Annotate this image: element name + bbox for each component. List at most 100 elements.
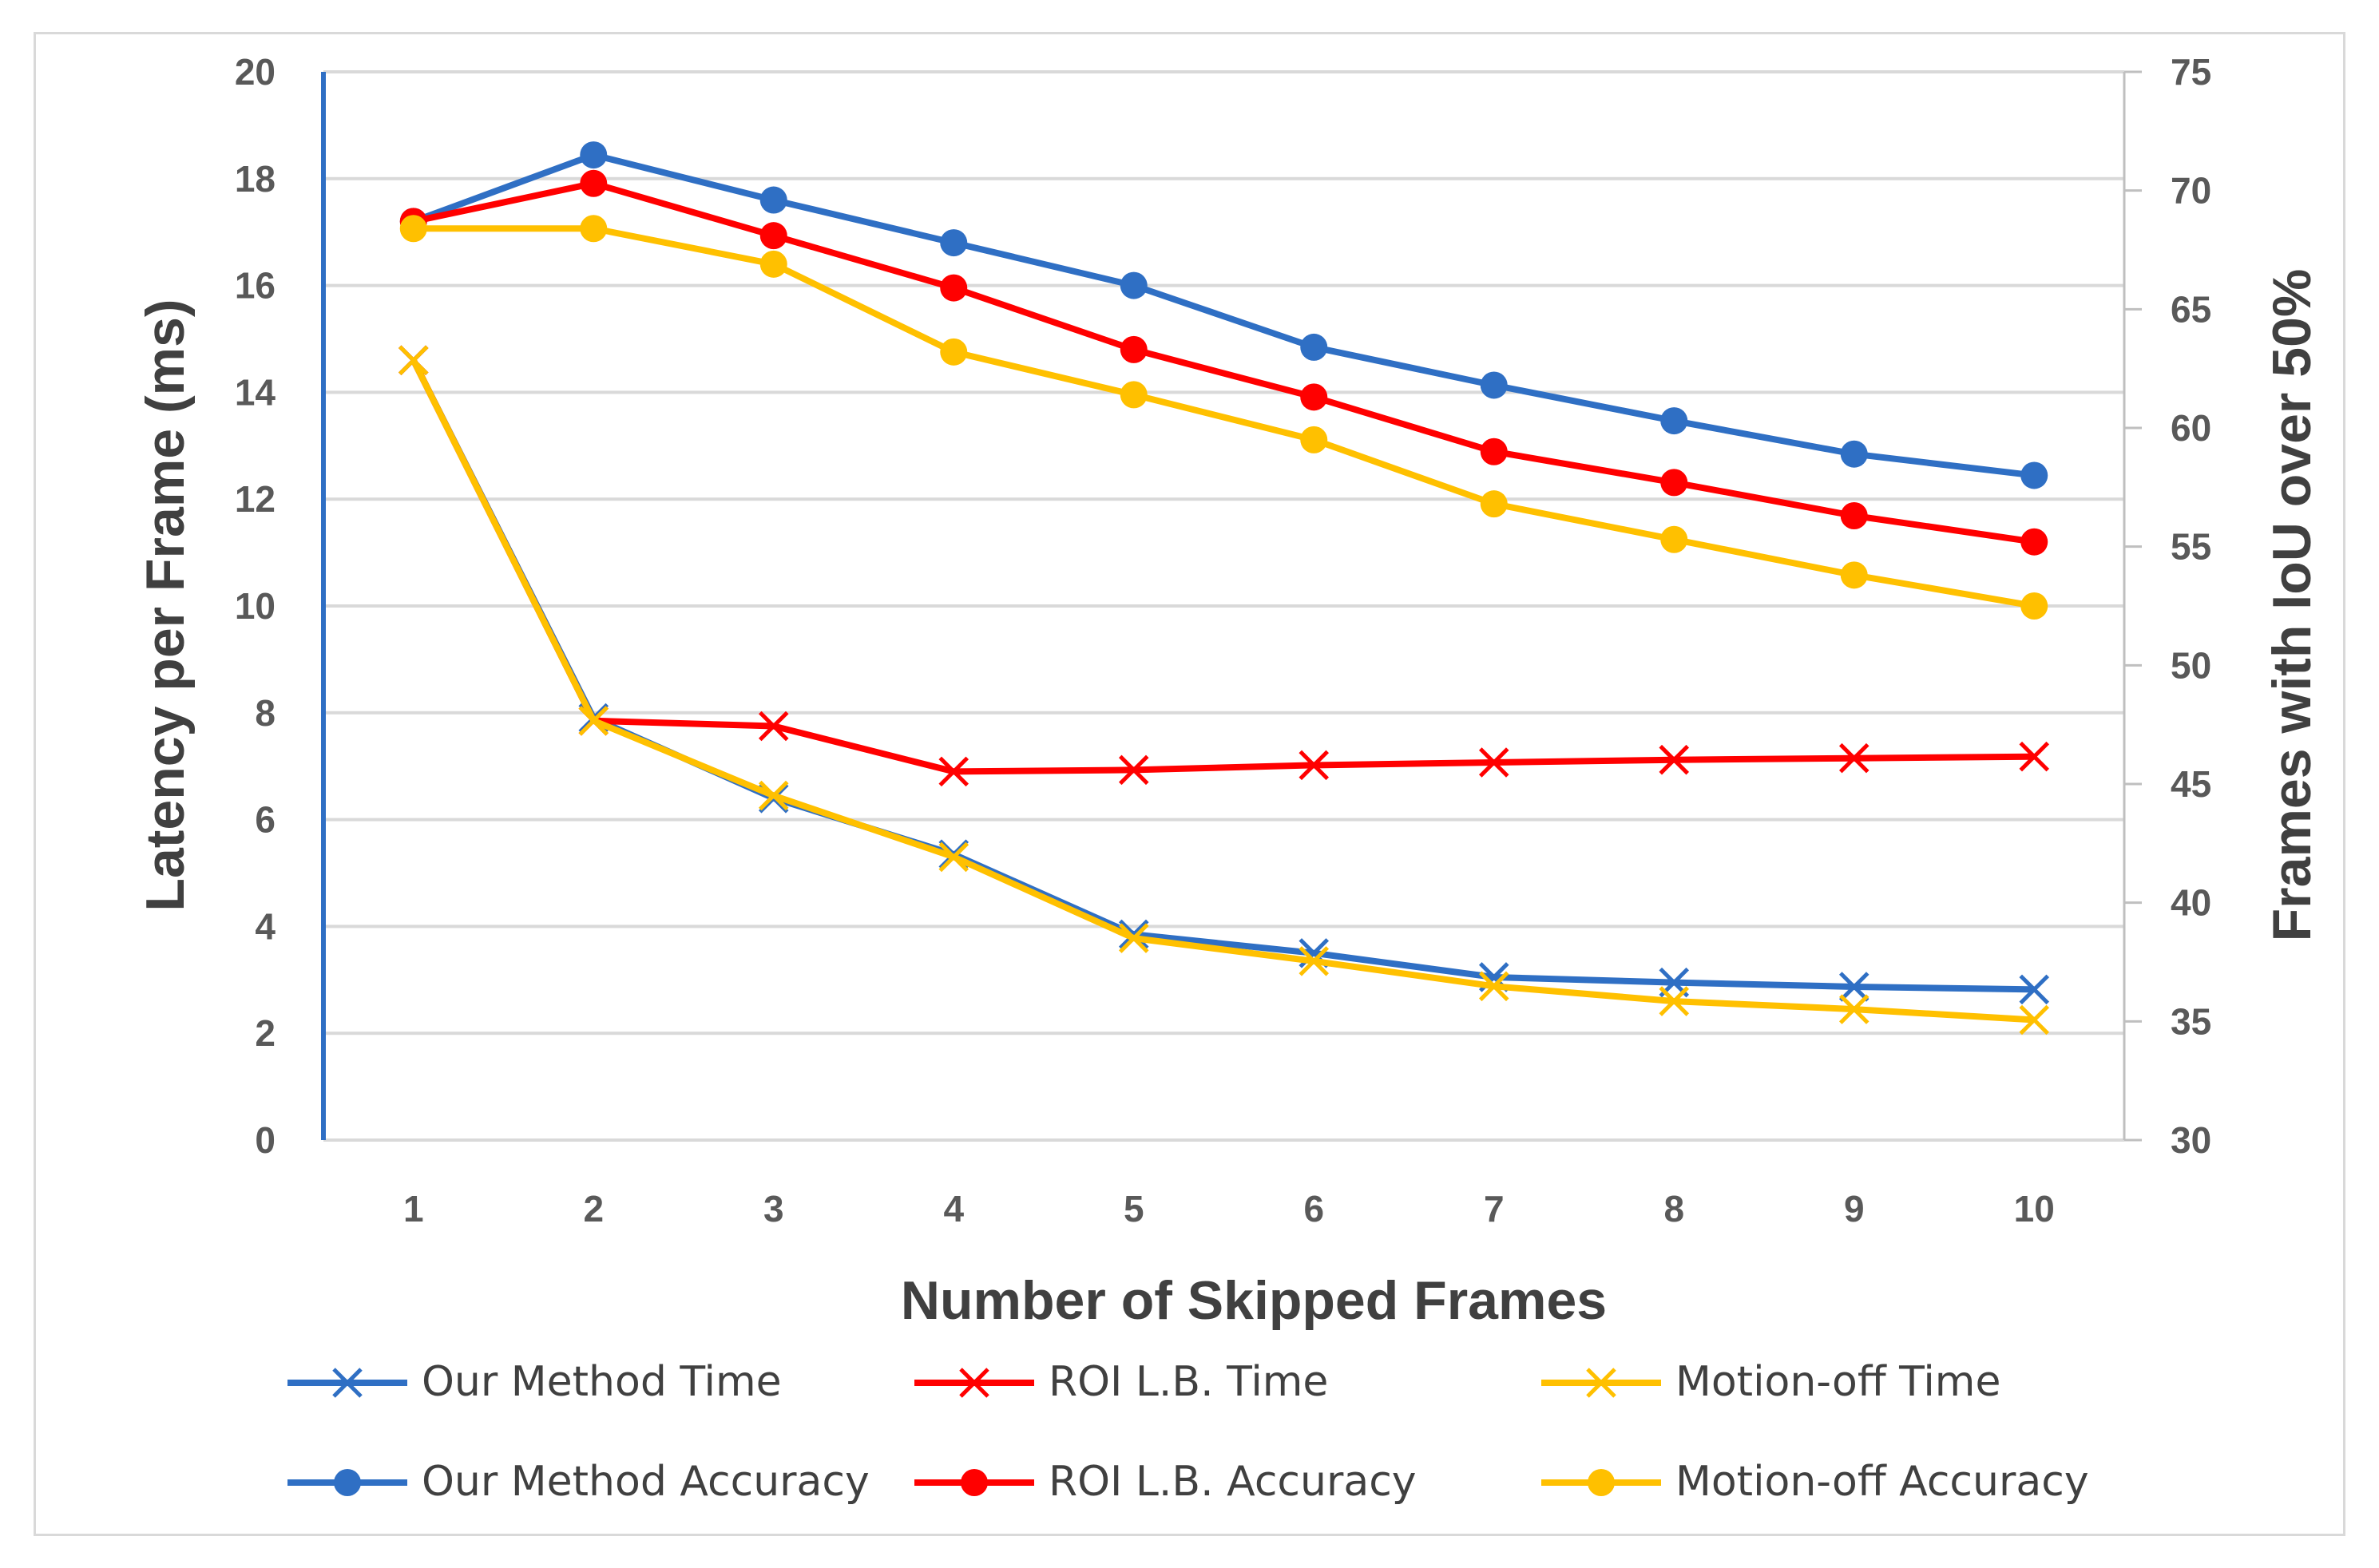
legend-entry: Motion-off Accuracy <box>1541 1458 2089 1506</box>
series-motion-off-time <box>398 345 2050 1035</box>
left-y-tick-label: 16 <box>235 265 276 307</box>
marker-stroke <box>1118 923 1149 953</box>
data-point <box>1660 525 1688 553</box>
legend-label: Our Method Time <box>422 1358 782 1406</box>
x-tick-label: 7 <box>1484 1188 1505 1229</box>
data-point <box>1659 744 1690 775</box>
legend-entry: Motion-off Time <box>1541 1358 2000 1406</box>
data-point <box>1659 986 1690 1016</box>
data-point <box>580 215 608 243</box>
right-y-tick-label: 50 <box>2171 644 2211 686</box>
legend-label: ROI L.B. Time <box>1049 1358 1328 1406</box>
data-point <box>1478 747 1509 778</box>
series-line <box>412 180 2035 545</box>
chart-frame <box>34 32 2345 1536</box>
series-line <box>413 225 2035 609</box>
marker-stroke <box>938 756 969 787</box>
data-point <box>1118 919 1149 950</box>
x-tick-label: 6 <box>1303 1188 1324 1229</box>
marker-stroke <box>1299 946 1330 976</box>
left-y-tick-label: 12 <box>235 478 276 520</box>
marker-stroke <box>332 1368 363 1398</box>
data-point <box>1660 407 1688 435</box>
x-axis-title: Number of Skipped Frames <box>901 1270 1607 1331</box>
data-point <box>578 706 609 736</box>
series-our-method-accuracy <box>399 141 2048 489</box>
marker-stroke <box>758 711 789 742</box>
data-point <box>1480 490 1508 518</box>
data-point <box>940 274 968 302</box>
data-point <box>1840 440 1868 468</box>
data-point <box>1120 381 1148 409</box>
x-tick-label: 3 <box>763 1188 784 1229</box>
data-point <box>1300 426 1328 453</box>
legend-entry: ROI L.B. Accuracy <box>914 1458 1417 1506</box>
x-tick-label: 2 <box>583 1188 604 1229</box>
legend-marker <box>961 1469 988 1496</box>
axes <box>321 72 2126 1142</box>
data-point <box>1118 754 1149 786</box>
x-tick-label: 8 <box>1663 1188 1684 1229</box>
right-y-tick-label: 60 <box>2171 407 2211 449</box>
data-point <box>2020 528 2048 556</box>
data-point <box>2019 974 2050 1005</box>
right-y-tick-label: 55 <box>2171 526 2211 568</box>
marker-stroke <box>398 345 429 376</box>
series-group <box>398 141 2050 1035</box>
data-point <box>1300 383 1328 411</box>
data-point <box>759 250 787 278</box>
marker-stroke <box>1586 1368 1616 1398</box>
marker-stroke <box>2019 1004 2050 1035</box>
legend-entry: ROI L.B. Time <box>914 1358 1328 1406</box>
right-y-tick-label: 45 <box>2171 763 2211 805</box>
marker-stroke <box>578 706 609 736</box>
legend-entry: Our Method Accuracy <box>287 1458 870 1506</box>
data-point <box>1480 438 1508 465</box>
x-tick-label: 9 <box>1844 1188 1865 1229</box>
data-point <box>1299 946 1330 976</box>
data-point <box>399 215 427 243</box>
data-point <box>1300 333 1328 361</box>
series-line <box>412 152 2035 479</box>
right-y-tick-label: 35 <box>2171 1000 2211 1042</box>
data-point <box>2020 461 2048 489</box>
gridlines <box>323 70 2124 1035</box>
series-motion-off-accuracy <box>399 215 2048 620</box>
left-y-tick-label: 8 <box>255 692 276 734</box>
data-point <box>758 711 789 742</box>
right-y-axis-title: Frames with IoU over 50% <box>2262 269 2322 942</box>
left-y-tick-label: 0 <box>255 1119 276 1161</box>
marker-stroke <box>938 841 969 873</box>
left-y-tick-label: 20 <box>235 51 276 93</box>
right-y-ticks: 30 35 40 45 50 55 60 65 70 75 <box>2124 51 2211 1161</box>
data-point <box>2019 741 2050 772</box>
legend-entry: Our Method Time <box>287 1358 782 1406</box>
data-point <box>938 756 969 787</box>
legend-label: Motion-off Time <box>1675 1358 2000 1406</box>
legend-marker <box>959 1368 989 1398</box>
legend-marker <box>332 1368 363 1398</box>
data-point <box>938 841 969 873</box>
marker-stroke <box>1838 972 1869 1002</box>
data-point <box>2019 1004 2050 1035</box>
marker-stroke <box>1299 750 1330 781</box>
left-y-tick-label: 6 <box>255 799 276 841</box>
left-y-tick-label: 2 <box>255 1012 276 1054</box>
marker-stroke <box>1838 994 1869 1024</box>
x-tick-label: 4 <box>943 1188 964 1229</box>
left-y-tick-label: 4 <box>255 905 276 947</box>
marker-stroke <box>1659 986 1690 1016</box>
right-y-tick-label: 75 <box>2171 51 2211 93</box>
data-point <box>940 338 968 366</box>
x-tick-label: 10 <box>2014 1188 2055 1229</box>
legend-label: Motion-off Accuracy <box>1675 1458 2089 1506</box>
x-tick-label: 5 <box>1124 1188 1144 1229</box>
marker-stroke <box>2019 974 2050 1005</box>
right-y-tick-label: 70 <box>2171 170 2211 212</box>
data-point <box>2020 592 2048 620</box>
marker-stroke <box>1659 744 1690 775</box>
series-line <box>410 358 2035 993</box>
x-tick-label: 1 <box>403 1188 424 1229</box>
legend: Our Method Time ROI L.B. Time Motion-off T… <box>287 1358 2089 1506</box>
